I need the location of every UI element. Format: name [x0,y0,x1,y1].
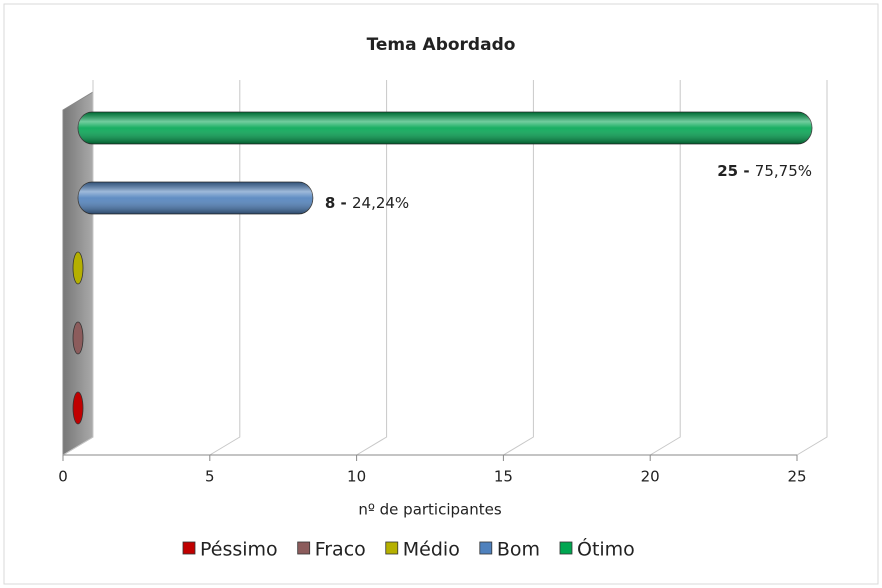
data-label: 25 - 75,75% [717,162,812,180]
legend-marker [385,541,399,555]
x-tick-label: 15 [494,468,513,486]
bar-shine [78,182,313,214]
bar-shine [78,112,812,144]
bar [72,321,84,355]
legend-label: Ótimo [577,537,635,561]
legend-marker [559,541,573,555]
x-axis-label: nº de participantes [358,501,502,519]
grid-line [356,80,388,456]
bar [72,391,84,425]
legend-label: Médio [403,539,460,561]
bar [72,251,84,285]
grid-line [796,80,828,456]
legend-label: Bom [497,539,540,561]
legend-marker [182,541,196,555]
x-tick-label: 10 [347,468,366,486]
grid-line [649,80,681,456]
legend-marker [297,541,311,555]
x-tick-label: 25 [787,468,806,486]
data-label: 8 - 24,24% [325,194,409,212]
legend-label: Péssimo [200,539,278,561]
legend-label: Fraco [315,539,366,561]
frame [3,3,879,585]
x-tick-label: 5 [205,468,215,486]
x-tick-label: 0 [58,468,68,486]
chart-title: Tema Abordado [367,35,516,55]
grid-line [503,80,534,456]
legend-marker [479,541,493,555]
x-tick-label: 20 [641,468,660,486]
